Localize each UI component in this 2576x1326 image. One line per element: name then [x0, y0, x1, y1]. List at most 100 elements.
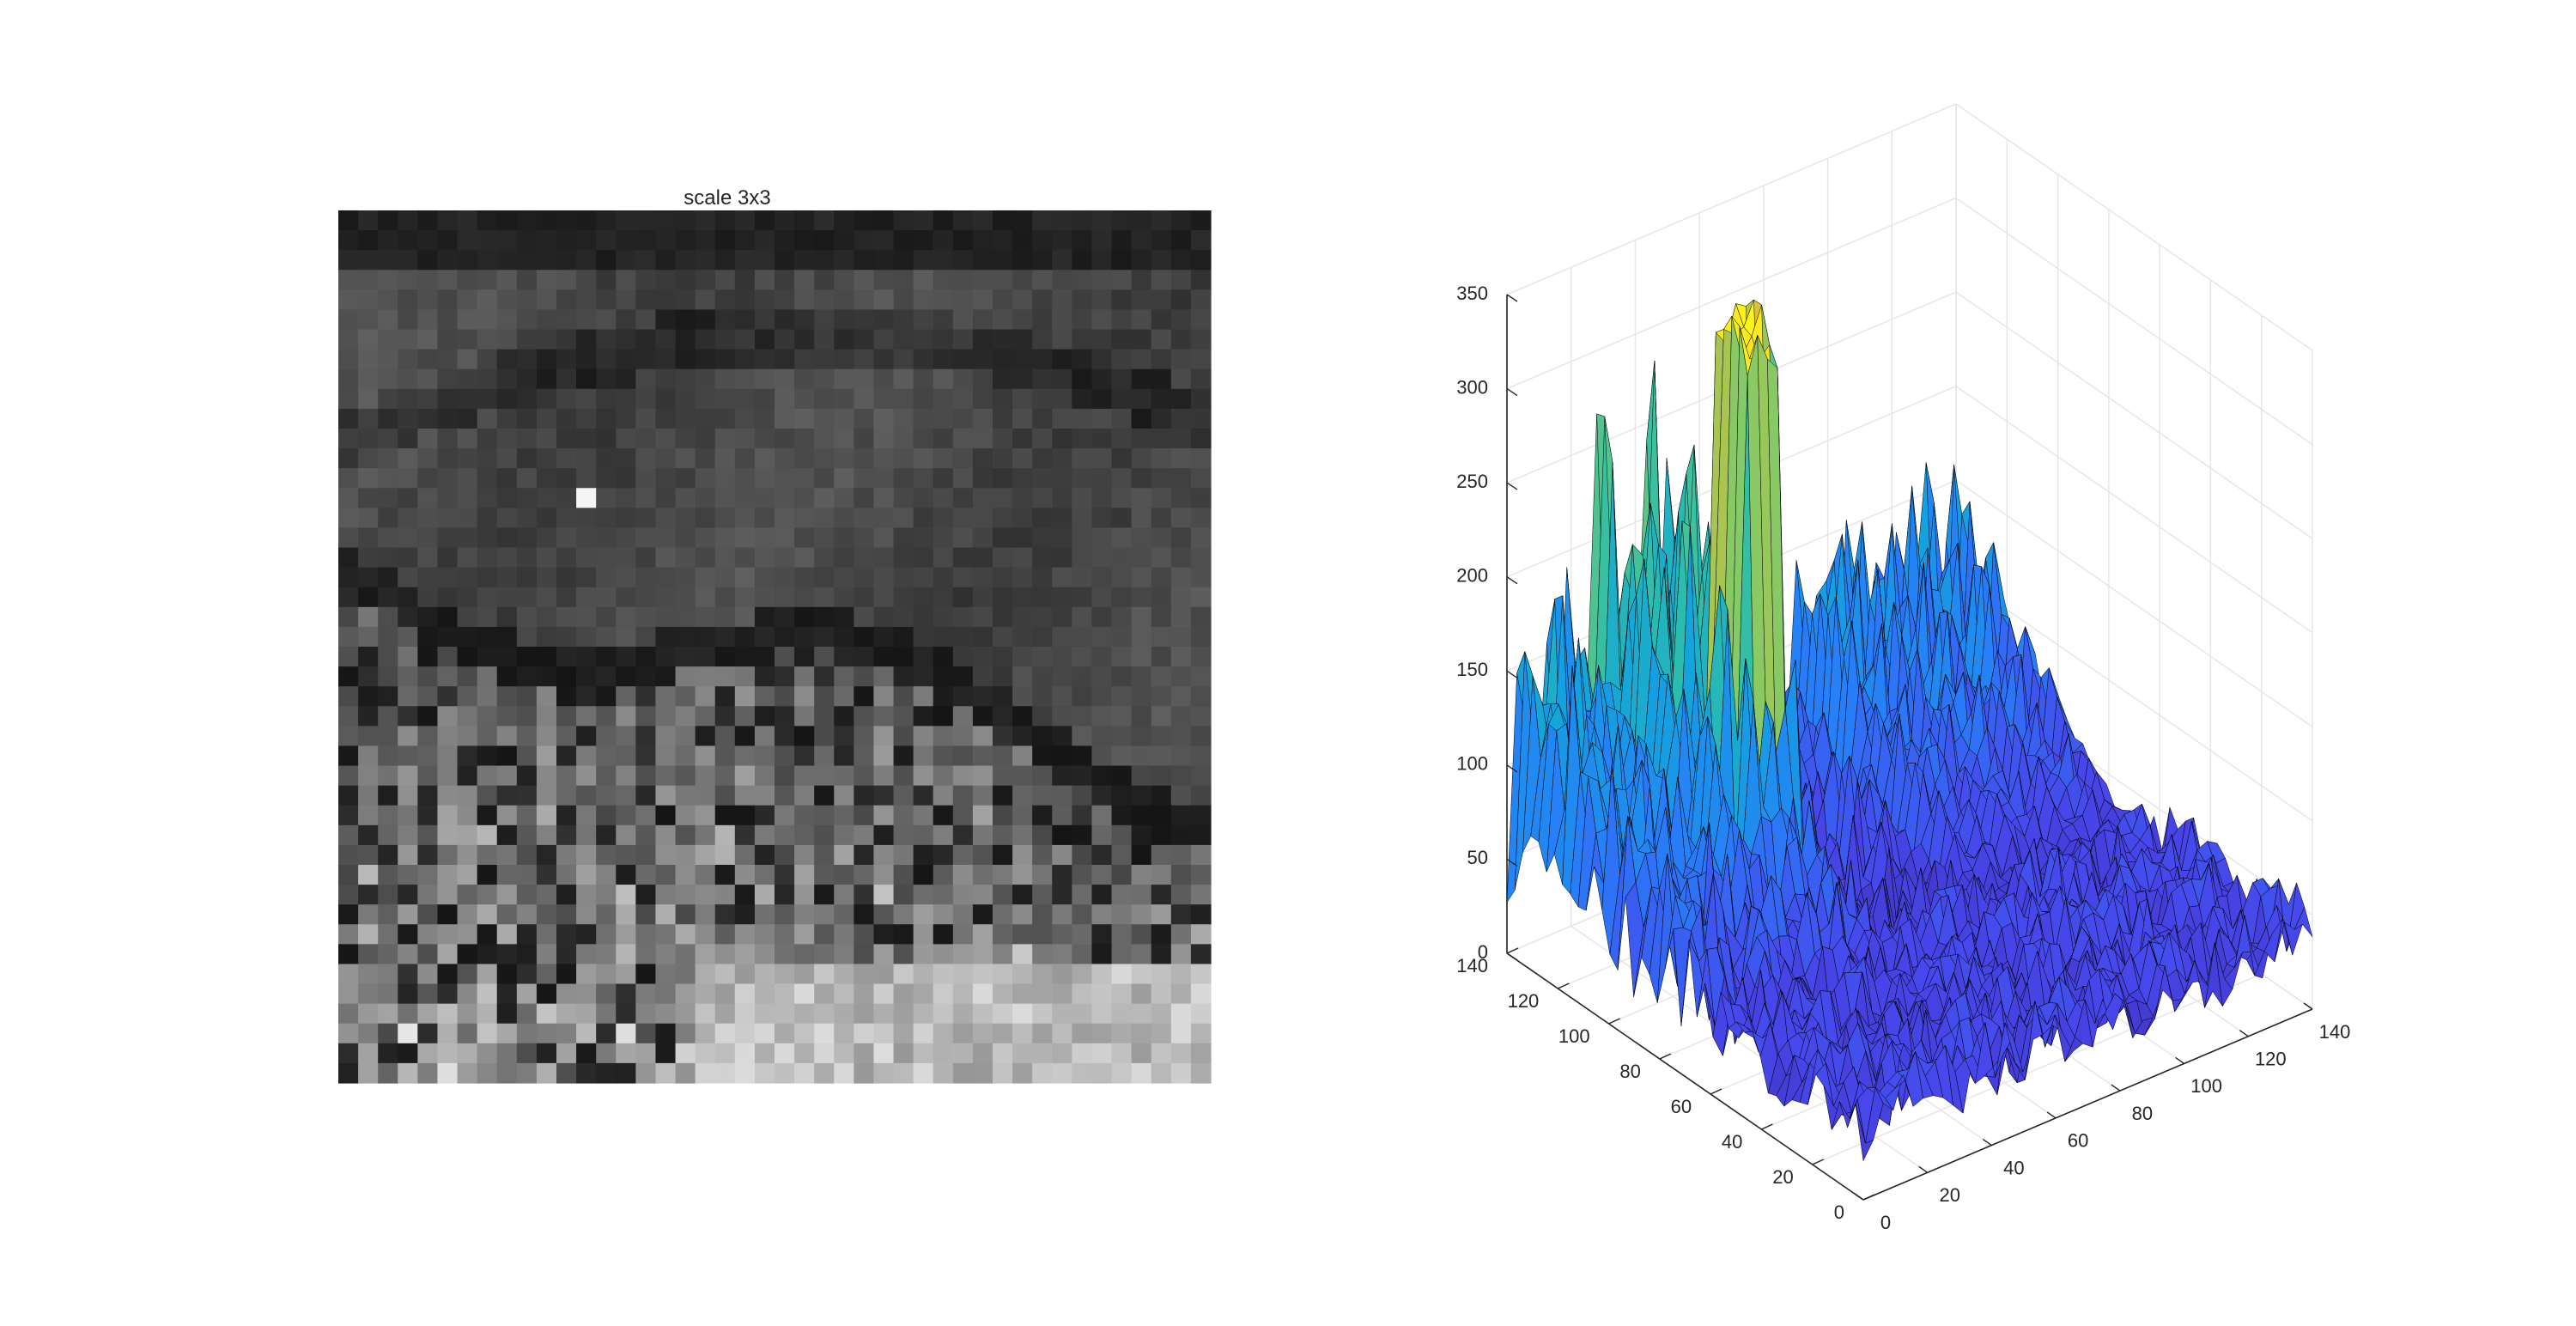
image-pixel — [417, 210, 439, 231]
image-pixel — [794, 904, 815, 925]
image-pixel — [972, 964, 993, 985]
image-pixel — [714, 587, 736, 608]
image-pixel — [516, 408, 538, 429]
image-pixel — [775, 349, 795, 370]
image-pixel — [576, 606, 597, 628]
image-pixel — [775, 448, 795, 469]
image-pixel — [1151, 706, 1172, 727]
image-pixel — [952, 666, 974, 687]
image-pixel — [913, 666, 934, 687]
image-pixel — [1072, 408, 1093, 429]
image-pixel — [398, 885, 418, 905]
image-pixel — [616, 488, 636, 508]
image-pixel — [1091, 349, 1113, 370]
image-pixel — [675, 250, 696, 271]
image-pixel — [477, 567, 498, 588]
image-pixel — [457, 468, 478, 489]
image-pixel — [775, 488, 795, 508]
image-pixel — [1131, 508, 1152, 529]
image-pixel — [477, 547, 498, 569]
image-pixel — [714, 983, 736, 1005]
image-pixel — [913, 527, 934, 549]
image-pixel — [854, 785, 875, 806]
image-pixel — [952, 488, 974, 508]
image-pixel — [893, 706, 914, 727]
image-pixel — [536, 429, 557, 449]
image-pixel — [714, 647, 736, 667]
image-pixel — [655, 349, 677, 370]
image-pixel — [972, 944, 993, 965]
image-pixel — [754, 885, 775, 905]
image-pixel — [913, 468, 934, 489]
image-pixel — [516, 210, 538, 231]
image-pixel — [972, 885, 993, 905]
image-pixel — [1052, 606, 1072, 628]
image-pixel — [655, 647, 677, 667]
image-pixel — [1131, 904, 1152, 925]
image-pixel — [1190, 964, 1212, 985]
image-pixel — [1012, 230, 1033, 251]
image-pixel — [1190, 230, 1212, 251]
image-pixel — [1032, 349, 1053, 370]
image-pixel — [1190, 508, 1212, 529]
image-pixel — [536, 765, 557, 787]
image-pixel — [417, 626, 439, 648]
image-pixel — [1151, 250, 1172, 271]
image-pixel — [556, 289, 577, 311]
image-pixel — [655, 210, 677, 231]
image-pixel — [1151, 885, 1172, 905]
image-pixel — [536, 368, 557, 390]
image-pixel — [1131, 885, 1152, 905]
image-pixel — [655, 1003, 677, 1025]
image-pixel — [893, 230, 914, 251]
image-pixel — [437, 944, 459, 965]
image-pixel — [834, 964, 854, 985]
image-pixel — [576, 666, 597, 687]
image-pixel — [616, 904, 636, 925]
image-pixel — [358, 289, 379, 311]
image-pixel — [457, 885, 478, 905]
image-pixel — [655, 706, 677, 727]
image-pixel — [655, 329, 677, 350]
image-pixel — [635, 567, 657, 588]
image-pixel — [1012, 924, 1033, 945]
image-pixel — [556, 1003, 577, 1025]
image-pixel — [1091, 388, 1113, 410]
image-pixel — [1151, 270, 1172, 290]
image-pixel — [398, 785, 418, 806]
image-pixel — [1131, 210, 1152, 231]
image-pixel — [933, 547, 954, 569]
image-pixel — [596, 1062, 617, 1084]
image-pixel — [1052, 1062, 1072, 1084]
image-pixel — [775, 309, 795, 331]
image-pixel — [536, 508, 557, 529]
image-pixel — [1151, 1023, 1172, 1044]
image-pixel — [814, 904, 835, 925]
image-pixel — [714, 626, 736, 648]
image-pixel — [1032, 865, 1053, 885]
image-pixel — [873, 527, 895, 549]
image-pixel — [854, 309, 875, 331]
image-pixel — [834, 647, 854, 667]
image-pixel — [1111, 309, 1133, 331]
image-pixel — [556, 210, 577, 231]
image-pixel — [893, 270, 914, 290]
image-pixel — [794, 547, 815, 569]
image-pixel — [893, 250, 914, 271]
image-pixel — [933, 368, 954, 390]
grid-line — [1955, 479, 2313, 727]
image-pixel — [457, 547, 478, 569]
image-pixel — [596, 1003, 617, 1025]
image-pixel — [1032, 468, 1053, 489]
image-pixel — [794, 1062, 815, 1084]
image-pixel — [1111, 944, 1133, 965]
image-pixel — [873, 210, 895, 231]
image-pixel — [1190, 349, 1212, 370]
image-pixel — [1012, 547, 1033, 569]
image-pixel — [913, 885, 934, 905]
image-pixel — [496, 289, 518, 311]
image-pixel — [952, 388, 974, 410]
image-pixel — [1072, 626, 1093, 648]
image-pixel — [556, 250, 577, 271]
